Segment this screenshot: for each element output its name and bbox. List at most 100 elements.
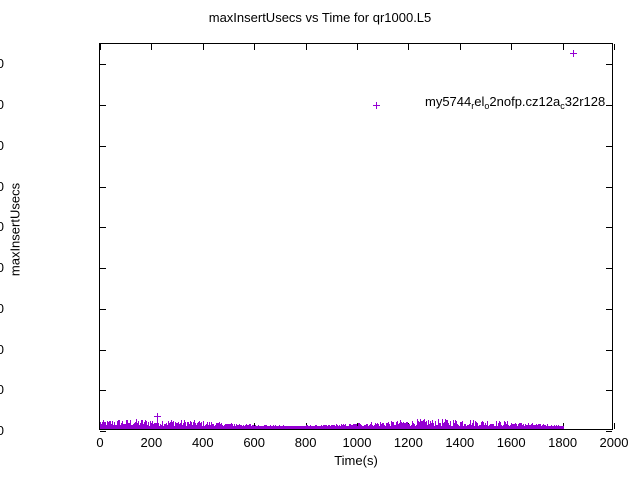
data-point-column — [376, 423, 377, 429]
y-tick-label: 150000 — [0, 300, 4, 316]
data-point-column — [324, 425, 325, 429]
x-tick-mark — [562, 44, 564, 50]
data-point-column — [483, 422, 484, 429]
data-point-column — [550, 425, 551, 429]
data-point-column — [201, 422, 202, 429]
data-point-column — [290, 425, 291, 429]
data-point-column — [182, 424, 183, 429]
data-point-column — [136, 419, 137, 429]
data-point-column — [388, 422, 389, 429]
data-point-column — [508, 424, 509, 429]
data-point-column — [366, 424, 367, 429]
data-point-column — [247, 424, 248, 429]
data-point-column — [355, 424, 356, 429]
data-point-column — [423, 420, 424, 429]
data-point-column — [546, 425, 547, 429]
data-point-column — [316, 425, 317, 429]
data-point-column — [287, 425, 288, 429]
data-point-column — [269, 425, 270, 429]
x-tick-label: 400 — [191, 435, 214, 450]
data-point-column — [360, 423, 361, 429]
y-tick-mark — [100, 105, 106, 107]
data-point-column — [336, 424, 337, 429]
y-tick-label: 450000 — [0, 56, 4, 72]
data-point-column — [306, 425, 307, 429]
data-point-column — [280, 425, 281, 429]
data-point-column — [505, 422, 506, 429]
data-point-column — [551, 424, 552, 429]
data-point-column — [542, 424, 543, 429]
data-point-column — [371, 422, 372, 429]
data-point-column — [497, 425, 498, 429]
data-point-column — [114, 422, 115, 429]
data-point-column — [223, 426, 224, 429]
y-tick-mark — [100, 268, 106, 270]
data-point-column — [401, 422, 402, 429]
data-point-column — [475, 421, 476, 429]
data-point-column — [102, 422, 103, 429]
data-point-column — [196, 425, 197, 429]
plot-frame: 0 50000 100000 150000 200000 250000 300000 3500… — [0, 43, 628, 450]
data-point-column — [264, 425, 265, 429]
data-point-column — [271, 425, 272, 429]
data-point-column — [472, 422, 473, 429]
data-point-column — [411, 425, 412, 429]
data-point-column — [134, 423, 135, 429]
data-point-column — [485, 423, 486, 429]
data-point-column — [466, 425, 467, 429]
data-point-column — [554, 424, 555, 429]
data-point-column — [552, 425, 553, 429]
data-point-column — [407, 421, 408, 429]
data-point-column — [124, 424, 125, 429]
x-tick-mark — [459, 44, 461, 50]
y-tick-mark — [606, 268, 612, 270]
data-point-column — [293, 426, 294, 429]
data-point-column — [158, 423, 159, 429]
data-point-column — [128, 423, 129, 429]
data-point-column — [381, 424, 382, 429]
data-point-column — [511, 423, 512, 429]
data-point-column — [321, 425, 322, 429]
y-tick-mark — [606, 105, 612, 107]
data-point-column — [420, 419, 421, 429]
data-point-column — [309, 425, 310, 429]
data-point-column — [191, 422, 192, 429]
data-point-column — [384, 424, 385, 429]
data-point-column — [329, 424, 330, 429]
data-point-column — [236, 424, 237, 429]
data-point-column — [187, 422, 188, 429]
data-point-column — [310, 425, 311, 429]
data-point-column — [241, 425, 242, 429]
data-point-column — [188, 422, 189, 429]
data-point-column — [115, 424, 116, 429]
data-point-column — [119, 420, 120, 429]
data-point-column — [192, 424, 193, 429]
x-tick-mark — [305, 44, 307, 50]
data-point-column — [233, 425, 234, 429]
x-tick-label: 1000 — [342, 435, 372, 450]
data-point-column — [451, 425, 452, 429]
data-point-column — [122, 421, 123, 429]
data-point-column — [184, 420, 185, 429]
data-point-column — [392, 421, 393, 429]
data-point-column — [330, 425, 331, 429]
data-point-column — [380, 422, 381, 429]
data-point-column — [212, 424, 213, 429]
data-point-column — [206, 423, 207, 429]
data-point-column — [547, 424, 548, 429]
y-tick-mark — [100, 64, 106, 66]
data-point-column — [449, 424, 450, 429]
data-point-column — [418, 420, 419, 429]
data-point-column — [116, 424, 117, 429]
data-point-column — [203, 421, 204, 429]
data-point-column — [438, 418, 439, 429]
data-point-column — [435, 421, 436, 429]
data-point-column — [238, 425, 239, 429]
data-point-column — [183, 422, 184, 429]
data-point-column — [302, 425, 303, 429]
data-point-column — [443, 422, 444, 429]
data-point-column — [279, 425, 280, 429]
y-tick-mark — [606, 390, 612, 392]
data-point-column — [297, 425, 298, 429]
data-point-column — [138, 420, 139, 429]
